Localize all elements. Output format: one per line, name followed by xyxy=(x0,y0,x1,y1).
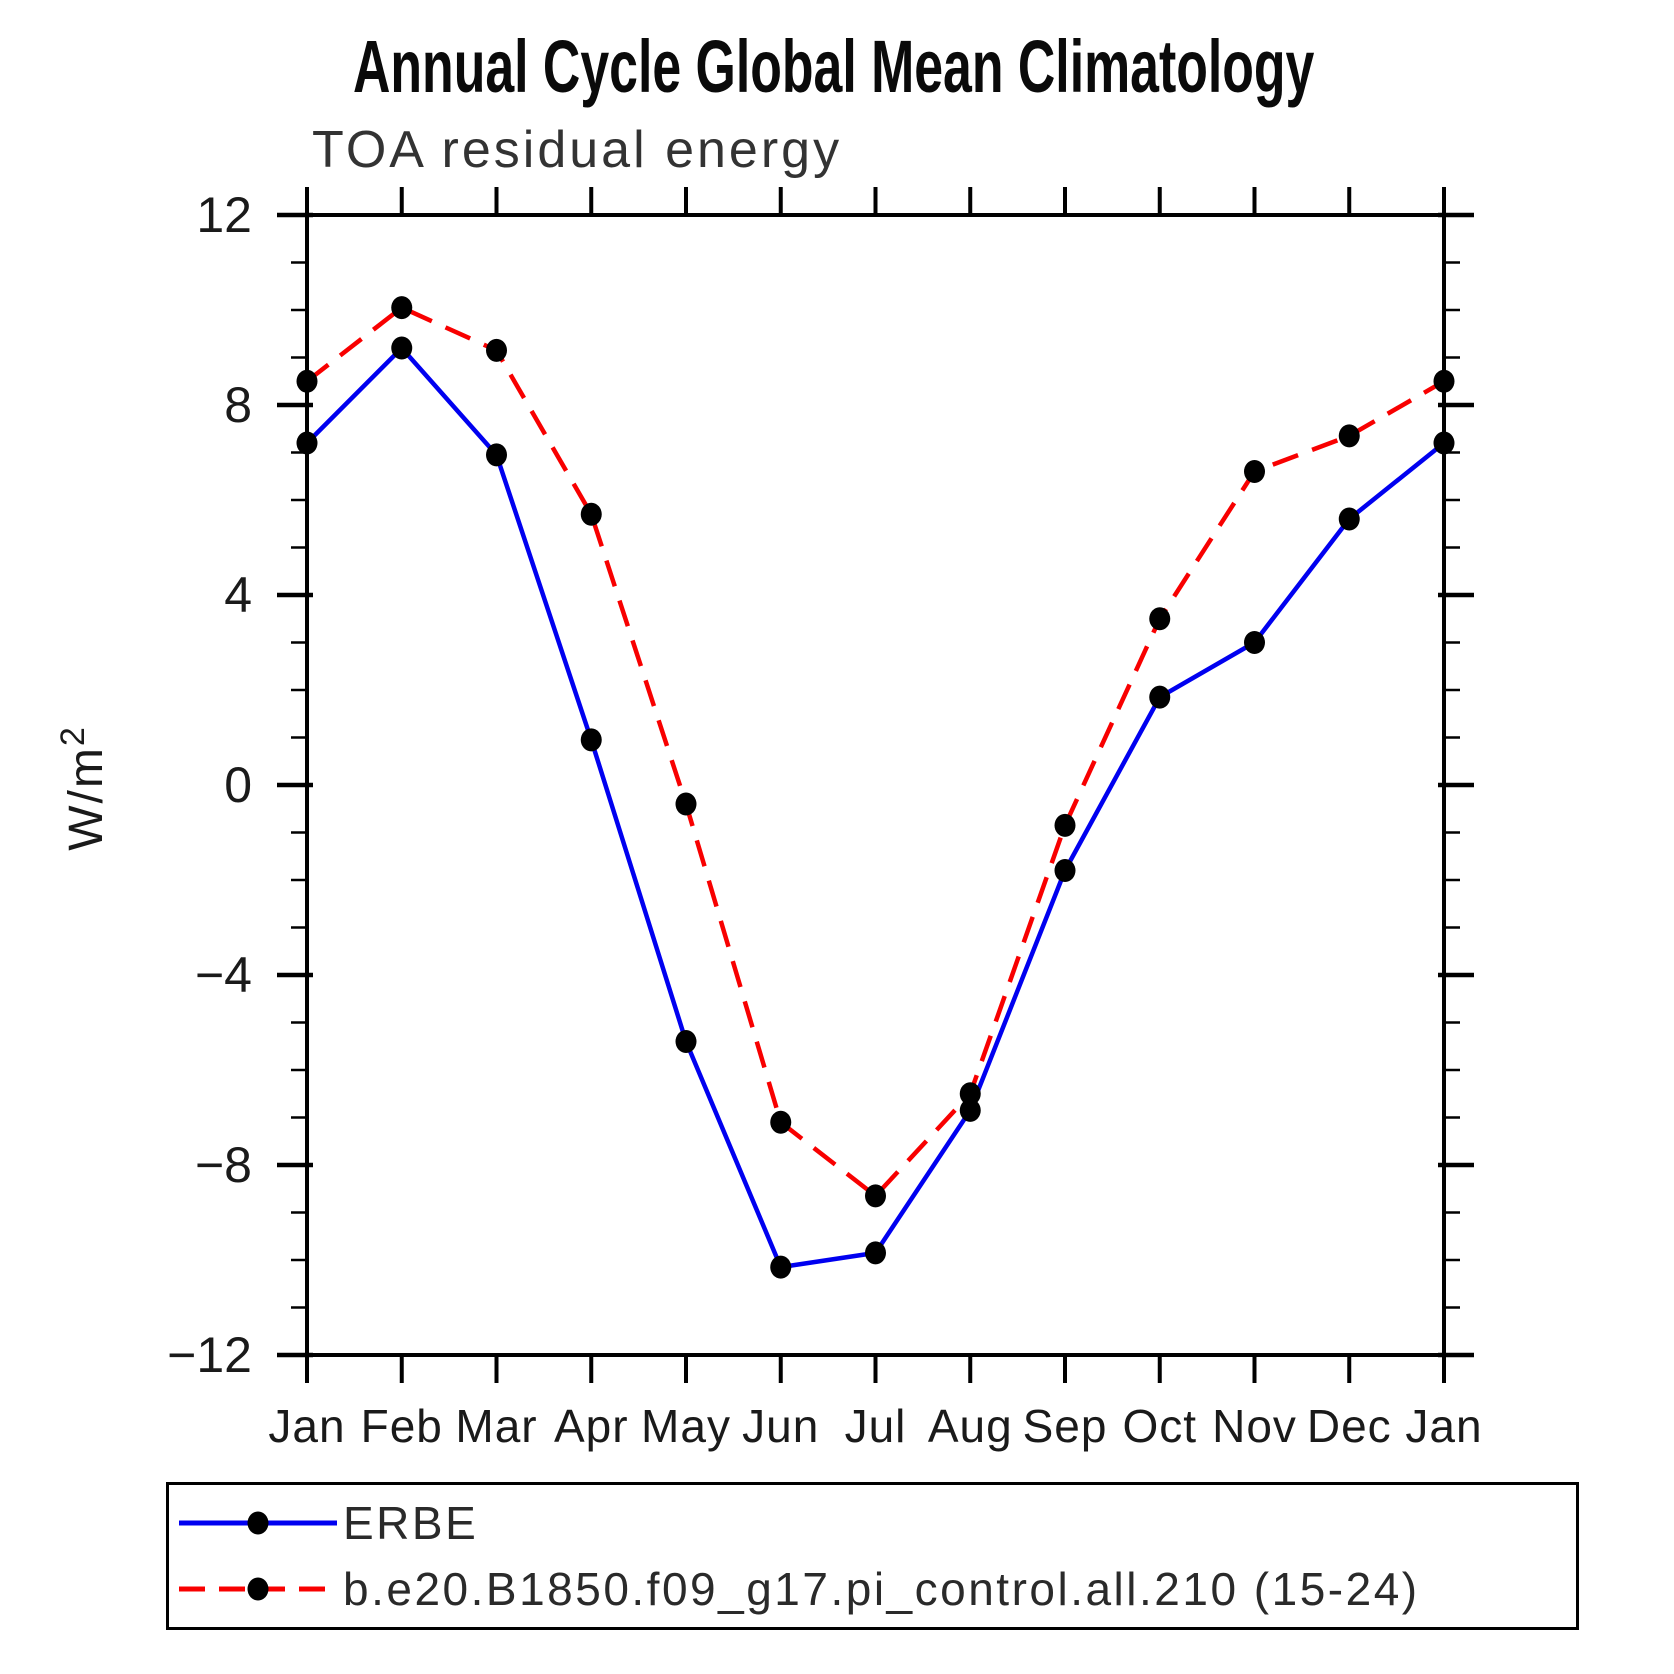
model-data-point xyxy=(391,296,413,320)
month-label: May xyxy=(641,1400,731,1452)
model-data-point xyxy=(1338,424,1360,448)
erbe-line xyxy=(305,344,1446,1270)
model-data-point xyxy=(1149,607,1171,631)
month-label: Aug xyxy=(928,1400,1013,1452)
y-tick-label: −4 xyxy=(195,947,252,1003)
model-line-sample-icon xyxy=(179,1577,337,1601)
chart-subtitle: TOA residual energy xyxy=(312,121,843,179)
erbe-data-point xyxy=(580,728,602,752)
erbe-data-point xyxy=(959,1098,981,1122)
erbe-data-point xyxy=(1244,631,1265,654)
month-label: Dec xyxy=(1307,1400,1392,1452)
model-data-point xyxy=(296,369,318,393)
legend: ERBE b.e20.B1850.f09_g17.pi_control.all.… xyxy=(166,1482,1579,1630)
model-data-point xyxy=(580,502,602,526)
legend-label-model: b.e20.B1850.f09_g17.pi_control.all.210 (… xyxy=(343,1563,1420,1616)
erbe-data-point xyxy=(296,431,318,455)
month-label: Jan xyxy=(1405,1400,1482,1452)
y-tick-label: 12 xyxy=(196,187,252,243)
erbe-data-point xyxy=(675,1030,697,1053)
model-data-point xyxy=(1433,369,1455,393)
erbe-data-point xyxy=(770,1255,792,1279)
y-tick-label: 4 xyxy=(224,567,252,623)
model-line xyxy=(305,305,1446,1199)
y-axis-title: W/m2 xyxy=(54,725,113,851)
month-label: Mar xyxy=(455,1400,537,1452)
legend-row-model: b.e20.B1850.f09_g17.pi_control.all.210 (… xyxy=(169,1560,1576,1618)
month-label: Oct xyxy=(1122,1400,1197,1452)
model-data-point xyxy=(865,1184,886,1208)
erbe-data-point xyxy=(1338,507,1360,531)
y-tick-label: 0 xyxy=(224,757,252,813)
model-data-point xyxy=(959,1082,981,1106)
model-data-point xyxy=(486,338,507,362)
model-data-point xyxy=(675,792,697,816)
erbe-line-sample-icon xyxy=(179,1511,337,1535)
month-label: Nov xyxy=(1212,1400,1297,1452)
month-label: Jul xyxy=(845,1400,907,1452)
model-data-point xyxy=(1054,813,1076,837)
erbe-data-point xyxy=(1054,859,1076,882)
legend-row-erbe: ERBE xyxy=(169,1494,1576,1552)
month-label: Feb xyxy=(361,1400,443,1452)
month-label: Apr xyxy=(554,1400,629,1452)
erbe-data-point xyxy=(865,1241,886,1265)
page-title: Annual Cycle Global Mean Climatology xyxy=(353,25,1315,108)
erbe-data-point xyxy=(486,443,507,467)
erbe-data-point xyxy=(1433,431,1455,455)
legend-label-erbe: ERBE xyxy=(343,1496,479,1549)
month-label: Jan xyxy=(268,1400,345,1452)
y-tick-label: 8 xyxy=(224,377,252,433)
y-tick-label: −8 xyxy=(195,1137,252,1193)
plot-frame xyxy=(305,213,1446,1357)
y-tick-label: −12 xyxy=(167,1327,252,1383)
erbe-data-point xyxy=(1149,685,1171,709)
month-label: Jun xyxy=(742,1400,819,1452)
month-label: Sep xyxy=(1023,1400,1108,1452)
erbe-data-point xyxy=(391,336,413,360)
model-data-point xyxy=(770,1110,792,1134)
model-data-point xyxy=(1244,460,1265,483)
